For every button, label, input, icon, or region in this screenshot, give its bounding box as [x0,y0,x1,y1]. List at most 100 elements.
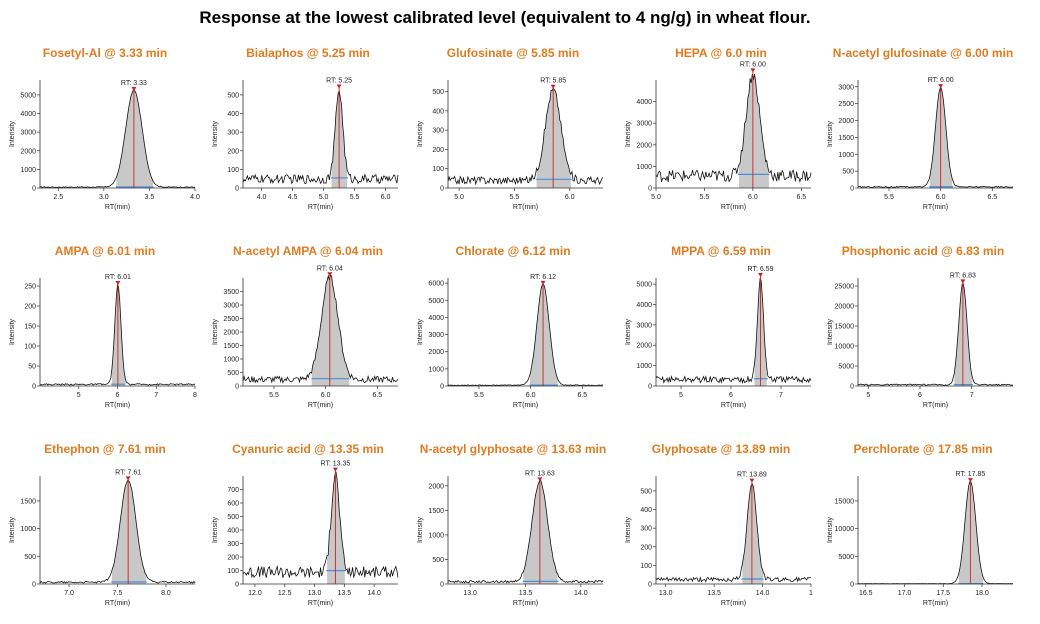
peak-area [111,480,147,584]
chart-title: MPPA @ 6.59 min [671,244,771,258]
y-tick-label: 1000 [223,357,239,364]
chromatogram-trace [655,278,812,385]
chromatogram-svg: RT: 7.61 7.0 7.5 8.0 0 500 1000 1500 RT(min) Inte… [9,469,196,607]
rt-label: RT: 6.00 [740,61,766,68]
chromatogram-svg: RT: 6.00 5.5 6.0 6.5 0 500 1000 1500 2000 2500 300… [827,77,1014,211]
y-tick-label: 200 [432,147,444,154]
y-tick-label: 4000 [20,111,36,118]
y-tick-label: 300 [640,526,652,533]
y-tick-label: 0 [648,582,652,589]
apex-marker [550,84,556,89]
y-tick-label: 500 [24,554,36,561]
x-tick-label: 8 [193,392,197,399]
x-tick-label: 4.0 [190,194,200,201]
rt-label: RT: 17.85 [955,471,985,478]
chart-title: Ethephon @ 7.61 min [44,442,166,456]
chromatogram-trace [39,480,196,584]
y-tick-label: 15000 [835,498,855,505]
y-axis-label: Intensity [625,516,632,543]
chromatogram-trace [857,86,1014,188]
x-tick-label: 5 [866,392,870,399]
y-tick-label: 3000 [223,303,239,310]
y-axis-label: Intensity [212,318,219,345]
y-tick-label: 100 [432,166,444,173]
chromatogram-trace [448,283,604,387]
x-tick-label: 13.0 [659,590,673,597]
peak-area [111,284,126,386]
y-tick-label: 2000 [428,483,444,490]
x-tick-label: 6.5 [372,392,382,399]
chromatogram-trace [857,481,1014,585]
chromatogram-panel: Fosetyl-Al @ 3.33 min RT: 3.33 2.5 3.0 3.5 4.… [9,46,200,221]
y-axis-label: Intensity [827,516,834,543]
peak-area [739,74,769,188]
x-tick-label: 17.0 [898,590,912,597]
y-tick-label: 2000 [636,142,652,149]
apex-marker [131,87,137,92]
y-axis-label: Intensity [212,120,219,147]
x-axis-label: RT(min) [105,600,130,607]
y-tick-label: 1000 [636,164,652,171]
rt-label: RT: 6.12 [530,274,556,281]
y-tick-label: 200 [227,555,239,562]
chromatogram-panel: N-acetyl glyphosate @ 13.63 min RT: 13.63… [417,442,608,617]
rt-label: RT: 3.33 [121,80,147,87]
y-tick-label: 400 [227,111,239,118]
y-tick-label: 5000 [20,92,36,99]
chromatogram-trace [39,89,196,188]
y-tick-label: 1500 [20,498,36,505]
chart-title: Glyphosate @ 13.89 min [651,442,791,456]
x-tick-label: 2.5 [53,194,63,201]
chromatogram-svg: RT: 17.85 16.5 17.0 17.5 18.0 0 5000 10000 15000… [827,471,1014,607]
y-tick-label: 0 [440,384,444,391]
x-tick-label: 5.0 [454,194,464,201]
rt-label: RT: 6.83 [950,272,976,279]
x-tick-label: 6 [918,392,922,399]
x-tick-label: 6 [116,392,120,399]
y-tick-label: 500 [640,488,652,495]
y-tick-label: 500 [432,557,444,564]
rt-label: RT: 6.04 [317,265,343,272]
y-axis-label: Intensity [9,120,16,147]
chromatogram-panel: HEPA @ 6.0 min RT: 6.00 5.0 5.5 6.0 6.5 0 1000 2… [625,46,816,221]
x-tick-label: 8.0 [161,590,171,597]
y-tick-label: 100 [227,167,239,174]
y-tick-label: 0 [32,186,36,193]
chromatogram-panel: Ethephon @ 7.61 min RT: 7.61 7.0 7.5 8.0 0 500… [9,442,200,617]
x-tick-label: 7 [970,392,974,399]
rt-label: RT: 13.63 [525,470,555,477]
y-tick-label: 0 [32,384,36,391]
chart-title: HEPA @ 6.0 min [675,46,767,60]
y-tick-label: 4000 [636,302,652,309]
chromatogram-trace [857,282,1014,386]
y-tick-label: 500 [432,89,444,96]
x-tick-label: 12.0 [248,590,262,597]
apex-marker [967,478,973,483]
y-tick-label: 1000 [20,167,36,174]
chromatogram-panel: Glyphosate @ 13.89 min RT: 13.89 13.0 13.5 1… [625,442,816,617]
chromatogram-panel: Bialaphos @ 5.25 min RT: 5.25 4.0 4.5 5.0 5.5… [212,46,403,221]
x-axis-label: RT(min) [721,204,746,211]
apex-marker [115,281,121,285]
y-tick-label: 1500 [223,343,239,350]
y-tick-label: 500 [227,514,239,521]
y-tick-label: 250 [24,284,36,291]
x-tick-label: 7.0 [64,590,74,597]
x-tick-label: 1 [809,590,813,597]
y-tick-label: 0 [440,582,444,589]
chromatogram-panel: Perchlorate @ 17.85 min RT: 17.85 16.5 17.0… [827,442,1018,617]
y-tick-label: 5000 [838,554,854,561]
chromatogram-trace [242,274,399,384]
chart-title: Bialaphos @ 5.25 min [246,46,370,60]
chromatogram-panel: Phosphonic acid @ 6.83 min RT: 6.83 5 6 7 0 50… [827,244,1018,419]
chart-title: Glufosinate @ 5.85 min [446,46,580,60]
y-tick-label: 200 [640,544,652,551]
y-tick-label: 0 [235,186,239,193]
rt-label: RT: 5.85 [540,78,566,85]
x-axis-label: RT(min) [513,600,538,607]
y-tick-label: 0 [32,582,36,589]
x-tick-label: 6.0 [748,194,758,201]
y-tick-label: 20000 [835,304,855,311]
x-tick-label: 13.0 [308,590,322,597]
y-tick-label: 200 [24,304,36,311]
